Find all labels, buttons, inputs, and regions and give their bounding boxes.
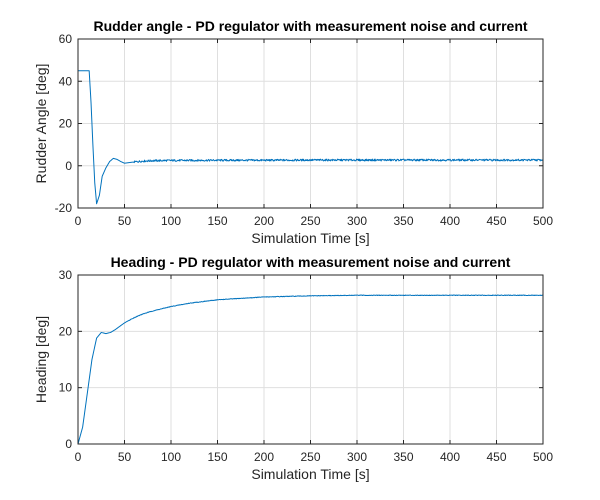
x-tick-label: 500 — [533, 214, 553, 228]
x-tick-label: 250 — [300, 214, 320, 228]
chart-title: Rudder angle - PD regulator with measure… — [93, 18, 527, 34]
x-tick-label: 400 — [440, 450, 460, 464]
y-axis-label: Rudder Angle [deg] — [33, 64, 49, 184]
x-tick-label: 500 — [533, 450, 553, 464]
y-tick-label: 0 — [65, 437, 72, 451]
x-tick-label: 200 — [254, 450, 274, 464]
x-axis-label: Simulation Time [s] — [251, 466, 369, 482]
x-tick-label: 150 — [207, 214, 227, 228]
y-tick-label: 60 — [59, 32, 73, 46]
x-tick-label: 100 — [161, 450, 181, 464]
x-tick-label: 50 — [118, 214, 132, 228]
x-tick-label: 0 — [75, 214, 82, 228]
x-tick-label: 100 — [161, 214, 181, 228]
y-tick-label: 20 — [59, 324, 73, 338]
x-tick-label: 450 — [486, 450, 506, 464]
y-tick-label: 30 — [59, 268, 73, 282]
data-line — [77, 294, 544, 445]
y-tick-label: 10 — [59, 381, 73, 395]
x-tick-label: 450 — [486, 214, 506, 228]
y-tick-label: -20 — [55, 201, 73, 215]
x-tick-label: 350 — [393, 450, 413, 464]
x-axis-label: Simulation Time [s] — [251, 230, 369, 246]
data-line — [77, 70, 544, 205]
x-tick-label: 50 — [118, 450, 132, 464]
x-tick-label: 400 — [440, 214, 460, 228]
chart-2: 0 50 100 150 200 250 300 350 400 450 500 0 10 20 30 Hea… — [33, 254, 553, 482]
y-tick-label: 40 — [59, 74, 73, 88]
y-tick-label: 0 — [65, 159, 72, 173]
x-tick-label: 300 — [347, 214, 367, 228]
chart-1: 0 50 100 150 200 250 300 350 400 450 500-200204060… — [33, 18, 553, 246]
chart-title: Heading - PD regulator with measurement … — [111, 254, 511, 270]
x-tick-label: 300 — [347, 450, 367, 464]
x-tick-label: 150 — [207, 450, 227, 464]
y-tick-label: 20 — [59, 117, 73, 131]
x-tick-label: 350 — [393, 214, 413, 228]
x-tick-label: 200 — [254, 214, 274, 228]
x-tick-label: 0 — [75, 450, 82, 464]
y-axis-label: Heading [deg] — [33, 316, 49, 403]
x-tick-label: 250 — [300, 450, 320, 464]
